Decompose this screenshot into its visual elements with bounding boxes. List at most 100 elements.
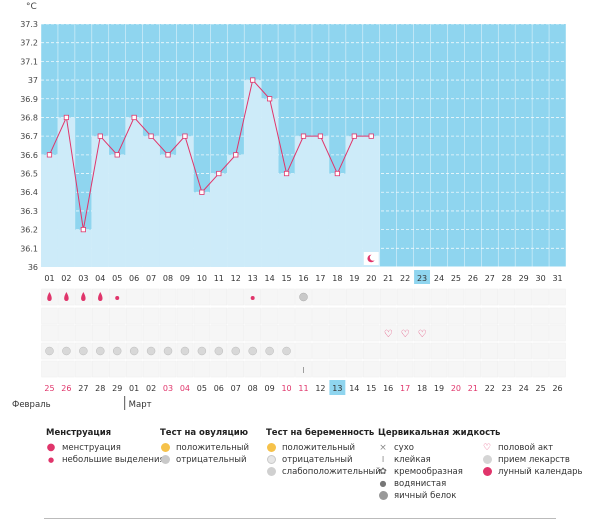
symptom-cell — [227, 324, 244, 342]
cycle-day-label: 25 — [451, 274, 461, 283]
cycle-day-label: 01 — [44, 274, 54, 283]
symptom-cell — [75, 307, 92, 325]
symptom-cell — [108, 360, 126, 378]
symptom-cell — [176, 307, 194, 325]
calendar-date-label: 12 — [315, 384, 325, 393]
legend-item: кремообразная — [394, 467, 463, 477]
symptom-cell — [430, 307, 448, 325]
legend-item: водянистая — [394, 479, 447, 489]
legend-title: Менструация — [46, 428, 112, 438]
legend-ovulation: Тест на овуляцию положительный отрицател… — [160, 428, 249, 466]
symptom-cell — [549, 360, 566, 378]
symptom-cell — [159, 288, 177, 306]
drop-icon — [98, 292, 103, 301]
symptom-cell — [329, 360, 346, 378]
y-axis-labels: 37.3 37.2 37.1 37 36.9 36.8 36.7 36.6 36.5 36.4 36… — [20, 20, 38, 272]
pill-icon — [248, 346, 257, 356]
y-tick-label: 36.2 — [20, 226, 38, 235]
symptom-cell — [515, 307, 532, 325]
temperature-bar — [210, 173, 228, 267]
cycle-day-label: 14 — [265, 274, 275, 283]
y-tick-label: 36.6 — [20, 151, 38, 160]
symptom-rows: ♡ ♡ ♡ I — [41, 288, 566, 378]
temperature-point — [97, 133, 103, 139]
legend-title: Цервикальная жидкость — [378, 428, 501, 438]
symptom-cell — [329, 324, 346, 342]
symptom-cell — [413, 307, 431, 325]
temperature-bar — [278, 173, 296, 267]
temperature-bar — [362, 136, 380, 267]
symptom-cell — [379, 360, 397, 378]
temperature-bar — [244, 80, 262, 267]
legend-item: положительный — [282, 443, 355, 453]
temperature-point — [317, 133, 324, 139]
temperature-point — [233, 152, 239, 158]
symptom-cell — [346, 324, 363, 342]
symptom-cell — [481, 324, 499, 342]
calendar-date-label: 11 — [298, 384, 308, 393]
symptom-cell — [464, 360, 482, 378]
symptom-cell — [430, 342, 448, 360]
calendar-date-label: 27 — [78, 384, 88, 393]
dry-icon: × — [379, 443, 387, 453]
cycle-day-label: 08 — [163, 274, 173, 283]
cycle-day-label: 09 — [180, 274, 190, 283]
symptom-cell — [447, 288, 465, 306]
calendar-date-label: 03 — [163, 384, 173, 393]
calendar-date-label: 14 — [349, 384, 359, 393]
temperature-bar — [328, 173, 346, 267]
temperature-point — [131, 114, 137, 121]
y-tick-label: 37 — [28, 76, 38, 85]
calendar-date-label: 17 — [400, 384, 410, 393]
symptom-cell — [363, 324, 380, 342]
symptom-cell — [329, 288, 346, 306]
symptom-cell — [532, 307, 549, 325]
symptom-cell — [447, 324, 465, 342]
temperature-point — [351, 133, 357, 139]
symptom-cell — [430, 288, 448, 306]
pill-icon — [482, 455, 492, 465]
y-tick-label: 37.3 — [20, 20, 38, 29]
symptom-cell — [244, 307, 261, 325]
heart-icon: ♡ — [482, 443, 492, 453]
symptom-cell — [176, 360, 194, 378]
temperature-bar — [57, 117, 75, 267]
symptom-cell — [108, 307, 126, 325]
symptom-cell — [413, 324, 431, 342]
temperature-point — [267, 96, 273, 102]
symptom-cell — [227, 360, 244, 378]
legend-item: отрицательный — [176, 455, 247, 465]
symptom-cell — [498, 342, 515, 360]
temperature-line — [46, 77, 379, 265]
sticky-icon: I — [302, 366, 304, 375]
cycle-day-label: 06 — [129, 274, 139, 283]
temperature-bar — [227, 154, 245, 267]
cycle-day-label: 03 — [78, 274, 88, 283]
symptom-cell — [447, 307, 465, 325]
calendar-date-label: 09 — [265, 384, 275, 393]
symptom-cell — [396, 360, 414, 378]
small-drop-icon: ● — [47, 456, 55, 464]
y-tick-label: 36.3 — [20, 207, 38, 216]
symptom-cell — [413, 288, 431, 306]
symptom-cell — [92, 324, 109, 342]
symptom-cell — [244, 360, 261, 378]
symptom-cell — [549, 342, 566, 360]
symptom-cell — [142, 307, 160, 325]
temperature-point — [165, 152, 171, 158]
symptom-cell — [396, 324, 414, 342]
symptom-cell — [92, 307, 109, 325]
pill-icon — [79, 346, 88, 356]
symptom-cell — [142, 288, 160, 306]
temperature-bar — [159, 154, 177, 267]
symptom-cell — [75, 324, 92, 342]
symptom-cell — [176, 288, 194, 306]
small-drop-icon — [115, 296, 120, 300]
temperature-point — [80, 227, 86, 233]
symptom-cell — [532, 360, 549, 378]
legend-item: небольшие выделения — [62, 455, 165, 465]
y-unit-label: °C — [26, 2, 37, 12]
symptom-cell — [329, 307, 346, 325]
symptom-cell — [75, 360, 92, 378]
small-drop-icon — [250, 296, 255, 300]
